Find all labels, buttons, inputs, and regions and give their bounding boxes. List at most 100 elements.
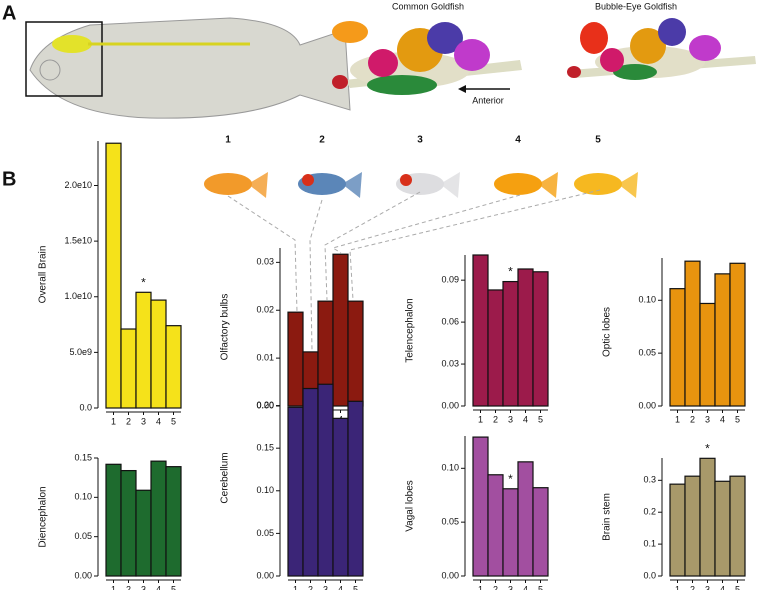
x-tick-label: 3 [508,584,513,590]
fish-body [574,173,622,195]
bar [684,475,701,577]
fish-tail [618,172,638,198]
fish-spot [302,174,314,186]
y-tick-label: 0.03 [441,358,459,368]
x-tick-label: 4 [338,584,343,590]
y-tick-label: 5.0e9 [69,347,92,357]
x-tick-label: 1 [478,584,483,590]
y-axis-label: Vagal lobes [405,480,416,532]
fish-name: Bubble-Eye Goldfish [595,1,677,11]
bar [502,488,519,577]
bar [347,300,364,407]
fish-name: Common Goldfish [392,1,464,11]
x-tick-label: 2 [126,416,131,426]
y-tick-label: 0.3 [643,475,656,485]
panel-label: B [2,168,16,190]
y-tick-label: 0.0 [643,570,656,580]
fish-number: 2 [319,135,325,146]
x-tick-label: 5 [735,414,740,424]
y-tick-label: 0.20 [256,400,274,410]
x-tick-label: 4 [720,584,725,590]
bar [532,487,549,577]
bar [105,142,122,409]
y-tick-label: 0.00 [638,400,656,410]
direction-label: Anterior [472,95,504,105]
x-tick-label: 5 [538,414,543,424]
bar [332,417,349,577]
bar [150,299,167,409]
y-tick-label: 0.05 [441,517,459,527]
bar [165,325,182,409]
x-tick-label: 2 [308,584,313,590]
bar [714,273,731,407]
panel-label: A [2,2,16,24]
fish-tail [342,172,362,198]
bar [332,253,349,407]
bar [287,311,304,407]
y-tick-label: 0.0 [79,402,92,412]
x-tick-label: 3 [508,414,513,424]
x-tick-label: 4 [156,584,161,590]
y-axis-label: Optic lobes [602,307,613,357]
x-tick-label: 1 [293,584,298,590]
bar [487,474,504,577]
bar [317,383,334,577]
y-tick-label: 0.09 [441,275,459,285]
fish-images [204,172,638,198]
fish-body [494,173,542,195]
y-tick-label: 1.0e10 [64,291,92,301]
y-axis-label: Diencephalon [38,486,49,547]
bar [699,457,716,577]
x-tick-label: 3 [705,414,710,424]
bar [135,291,152,409]
connector-lines [227,189,601,351]
y-tick-label: 0.00 [74,570,92,580]
bar [699,302,716,407]
y-tick-label: 1.5e10 [64,236,92,246]
bar [472,436,489,577]
y-tick-label: 0.05 [74,531,92,541]
x-tick-label: 5 [353,584,358,590]
fish-number: 3 [417,135,423,146]
x-tick-label: 5 [538,584,543,590]
bar [120,328,137,409]
bar [120,469,137,577]
bar [302,387,319,577]
y-axis-label: Olfactory bulbs [220,294,231,361]
x-tick-label: 5 [171,584,176,590]
fish-xray [25,17,351,119]
x-tick-label: 1 [675,414,680,424]
y-axis-label: Telencephalon [405,298,416,363]
y-tick-label: 0.00 [256,400,274,410]
x-tick-label: 2 [126,584,131,590]
x-tick-label: 2 [493,414,498,424]
x-tick-label: 4 [720,414,725,424]
x-tick-label: 4 [523,414,528,424]
fish-number: 4 [515,135,521,146]
fish-spot [400,174,412,186]
x-tick-label: 4 [523,584,528,590]
bar [347,400,364,577]
y-tick-label: 2.0e10 [64,180,92,190]
y-tick-label: 0.10 [638,295,656,305]
bar [165,466,182,577]
x-tick-label: 1 [111,416,116,426]
y-axis-label: Cerebellum [220,452,231,503]
y-tick-label: 0.05 [638,348,656,358]
bar [150,460,167,577]
bar [105,463,122,577]
bar [287,406,304,577]
x-tick-label: 1 [478,414,483,424]
y-tick-label: 0.10 [441,463,459,473]
y-tick-label: 0.15 [256,443,274,453]
bar [684,260,701,407]
x-tick-label: 3 [323,584,328,590]
y-tick-label: 0.01 [256,352,274,362]
brain-common [332,21,522,95]
fish-number: 1 [225,135,231,146]
y-tick-label: 0.10 [256,485,274,495]
x-tick-label: 1 [675,584,680,590]
y-axis-label: Brain stem [602,493,613,541]
